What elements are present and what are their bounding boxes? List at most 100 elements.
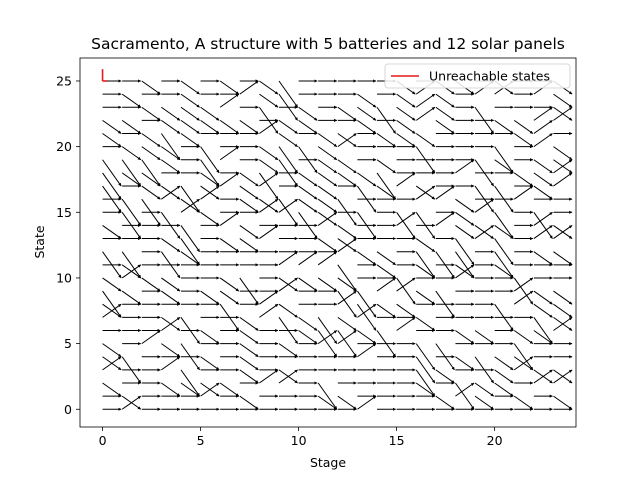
flow-arrow xyxy=(337,330,357,358)
flow-arrow xyxy=(337,395,357,410)
flow-arrow xyxy=(278,80,299,108)
flow-arrow xyxy=(455,264,475,279)
flow-arrow xyxy=(396,172,416,187)
flow-arrow xyxy=(102,225,122,239)
flow-arrow xyxy=(376,251,396,266)
flow-arrow xyxy=(513,356,534,371)
flow-arrow xyxy=(121,356,142,384)
flow-arrow xyxy=(102,356,122,371)
flow-arrow xyxy=(102,303,122,318)
flow-arrow xyxy=(533,251,553,266)
flow-arrow xyxy=(161,185,181,200)
flow-arrow xyxy=(455,159,475,174)
flow-arrow xyxy=(259,303,279,318)
flow-arrow xyxy=(376,264,396,279)
flow-arrow xyxy=(494,146,514,174)
flow-arrow xyxy=(376,172,397,200)
flow-arrow xyxy=(239,225,259,239)
flow-arrow xyxy=(337,106,357,121)
flow-arrow xyxy=(337,264,357,292)
flow-arrow xyxy=(141,277,161,292)
flow-arrow xyxy=(278,277,298,292)
flow-arrow xyxy=(513,277,534,292)
flow-arrow xyxy=(180,238,200,266)
flow-arrow xyxy=(180,225,200,252)
flow-arrow xyxy=(357,93,377,108)
flow-arrow xyxy=(317,395,338,410)
flow-arrow xyxy=(415,212,436,239)
flow-arrow xyxy=(180,317,200,344)
flow-arrow xyxy=(317,159,338,174)
flow-arrow xyxy=(278,343,298,358)
flow-arrow xyxy=(415,93,436,108)
flow-arrow xyxy=(317,251,338,266)
flow-arrow xyxy=(435,251,455,279)
flow-arrow xyxy=(298,330,318,345)
flow-arrow xyxy=(376,303,396,318)
unreachable-states-series xyxy=(101,69,108,82)
flow-arrow xyxy=(141,146,161,161)
flow-arrow xyxy=(259,198,279,213)
flow-arrow xyxy=(278,198,298,213)
flow-arrow xyxy=(298,146,318,174)
flow-arrow xyxy=(200,146,220,174)
flow-arrow xyxy=(239,343,259,358)
flow-arrow xyxy=(533,303,553,318)
flow-arrow xyxy=(474,330,494,345)
flow-arrow xyxy=(141,330,161,345)
flow-arrow xyxy=(435,395,455,410)
flow-arrow xyxy=(278,146,299,174)
flow-arrow xyxy=(317,172,338,187)
flow-arrow xyxy=(141,185,161,200)
flow-arrow xyxy=(415,290,436,305)
flow-arrow xyxy=(357,119,377,134)
flow-arrow xyxy=(160,133,181,161)
flow-arrow xyxy=(357,172,377,187)
flow-arrow xyxy=(141,106,161,121)
flow-arrow xyxy=(435,119,455,134)
x-tick-label: 10 xyxy=(291,433,307,448)
legend-box xyxy=(384,63,571,89)
flow-arrow xyxy=(239,356,259,371)
flow-arrow xyxy=(317,198,338,213)
flow-arrow xyxy=(298,198,318,213)
flow-arrow xyxy=(415,238,436,253)
flow-arrow xyxy=(121,212,142,239)
flow-arrow xyxy=(200,290,220,305)
flow-arrow xyxy=(553,316,573,331)
flow-arrow xyxy=(160,212,181,239)
flow-arrow xyxy=(415,343,436,371)
flow-arrow xyxy=(102,382,122,397)
x-axis-label: Stage xyxy=(310,455,346,470)
flow-arrow xyxy=(494,225,514,239)
flow-arrow xyxy=(474,185,495,213)
flow-arrow xyxy=(180,119,200,134)
y-tick-label: 25 xyxy=(56,73,72,88)
flow-arrow xyxy=(317,277,338,292)
flow-arrow xyxy=(455,198,475,213)
flow-arrow xyxy=(553,172,573,187)
flow-arrow xyxy=(494,303,514,331)
flow-arrow xyxy=(553,369,573,384)
flow-arrow xyxy=(474,159,495,187)
flow-arrow xyxy=(239,172,259,187)
flow-arrow xyxy=(435,185,455,200)
flow-arrow xyxy=(337,172,357,187)
flow-arrow xyxy=(415,382,436,397)
flow-arrow xyxy=(161,316,181,331)
flow-arrow xyxy=(474,382,494,397)
flow-arrow xyxy=(533,159,553,174)
flow-arrow xyxy=(259,290,279,305)
flow-arrow xyxy=(533,119,553,134)
flow-arrow xyxy=(259,93,279,108)
flow-arrow xyxy=(376,330,397,358)
flow-arrow xyxy=(337,225,357,239)
flow-arrow xyxy=(513,330,534,345)
flow-arrow xyxy=(160,251,181,279)
flow-arrow xyxy=(219,93,240,108)
flow-arrow xyxy=(259,159,279,174)
flow-arrow xyxy=(337,290,357,318)
flow-arrow xyxy=(396,212,416,239)
flow-arrow xyxy=(180,93,200,108)
flow-arrow xyxy=(298,251,318,266)
